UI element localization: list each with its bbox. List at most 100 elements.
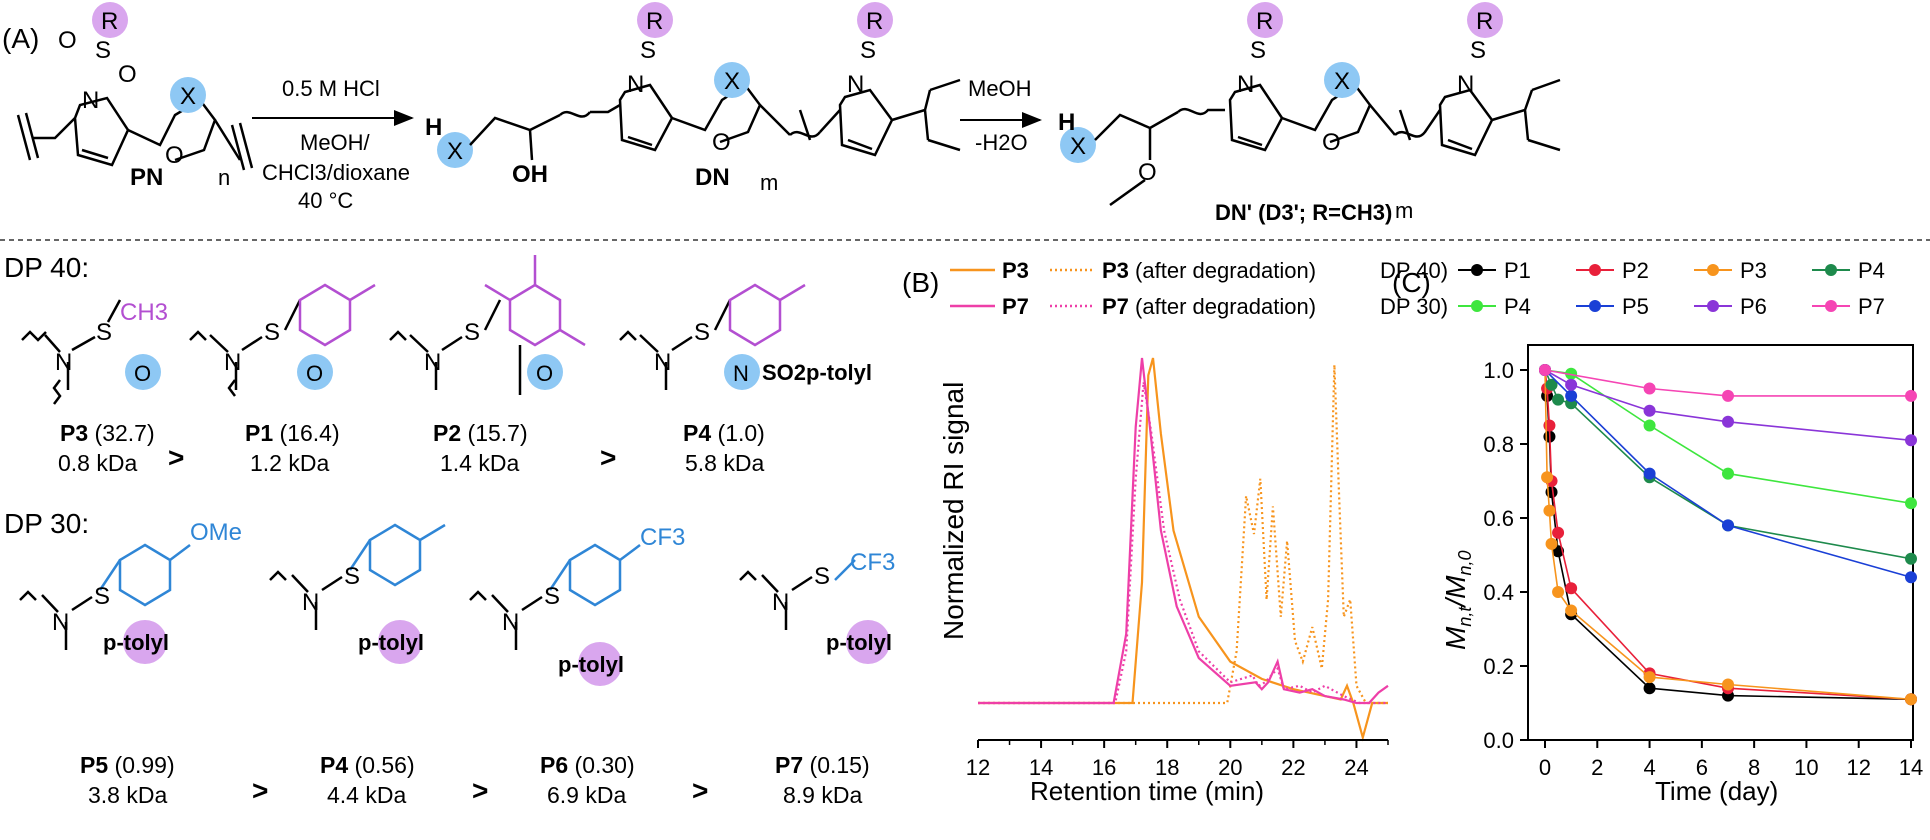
x-tick-label: 12 — [966, 755, 990, 780]
x-tick-label: 14 — [1029, 755, 1053, 780]
p7-s: S — [814, 563, 830, 590]
legend-item-p4: P4 — [1858, 258, 1885, 283]
chart-c-ticks: 0 2 4 6 8 10 12 14 0.0 0.2 0.4 0.6 0.8 1.0 — [1483, 358, 1923, 780]
data-point-p4 — [1565, 367, 1578, 380]
p7-ring — [846, 620, 890, 664]
dn-n-2: N — [847, 71, 864, 98]
series-line-p7-after-degradation- — [978, 381, 1388, 705]
dn-r-ring-1 — [637, 2, 673, 38]
x-tick-label: 12 — [1846, 755, 1870, 780]
dn-oh: OH — [512, 161, 548, 188]
p4b-s: S — [344, 563, 360, 590]
p3-id: P3 (32.7) — [60, 420, 155, 446]
p5-mass: 3.8 kDa — [88, 782, 168, 808]
dnp-structure — [1094, 78, 1561, 207]
dnp-subscript: m — [1395, 198, 1413, 223]
dp30-sep-1: > — [252, 775, 269, 806]
p4-n-ring — [724, 354, 760, 390]
sulfonyl-s: S — [95, 37, 111, 64]
dn-label: DN — [695, 164, 730, 191]
data-point-p3 — [1552, 586, 1565, 598]
data-point-p3 — [1722, 678, 1734, 691]
y-tick-label: 0.0 — [1483, 728, 1514, 753]
data-point-p7 — [1722, 389, 1734, 402]
chart-c-xlabel: Time (day) — [1655, 776, 1778, 806]
dnp-r-ring-2 — [1467, 2, 1503, 38]
legend-swatch-marker — [1589, 300, 1601, 312]
x-tick-label: 8 — [1748, 755, 1760, 780]
p7-n: N — [772, 589, 789, 616]
dn-s-2: S — [860, 37, 876, 64]
data-point-p4 — [1905, 552, 1917, 565]
series-line-p3 — [978, 357, 1388, 742]
dp40-sep-1: > — [168, 442, 185, 473]
legend-group-label: DP 40) — [1380, 258, 1448, 283]
p5-ome: OMe — [190, 519, 242, 546]
legend-swatch-marker — [1825, 264, 1837, 276]
p6-s: S — [544, 583, 560, 610]
x-tick-label: 2 — [1591, 755, 1603, 780]
panel-a-scheme: (A) R S O O N X O PN n 0.5 M HCl MeOH/ C… — [0, 2, 1930, 241]
data-point-p3 — [1545, 537, 1558, 550]
p4-s: S — [694, 319, 710, 346]
x-tick-label: 0 — [1539, 755, 1551, 780]
data-point-p3 — [1543, 504, 1556, 517]
chart-c-legend: DP 40) P1 P2 P3 P4 DP 30) P4 P5 P6 P7 — [1380, 258, 1885, 319]
p3-mass: 0.8 kDa — [58, 450, 138, 476]
chart-c-ylabel: Mn,t/Mn,0 — [1440, 551, 1475, 650]
p7-tolyl: p-tolyl — [826, 630, 892, 655]
legend-swatch-marker — [1707, 264, 1719, 276]
p4-so2-tolyl: SO2p-tolyl — [762, 360, 872, 385]
legend-swatch-marker — [1471, 300, 1483, 312]
r-group-ring — [92, 2, 128, 38]
data-point-p4 — [1643, 419, 1656, 432]
x-tick-label: 22 — [1281, 755, 1305, 780]
p7-cf3: CF3 — [850, 549, 895, 576]
dn-r-2: R — [866, 8, 883, 35]
dnp-s-2: S — [1470, 37, 1486, 64]
legend-item-p2: P2 — [1622, 258, 1649, 283]
data-point-p3 — [1565, 604, 1578, 617]
p5-n: N — [52, 609, 69, 636]
legend-item-p4: P4 — [1504, 294, 1531, 319]
panel-a-label: (A) — [2, 23, 39, 54]
x-tick-label: 24 — [1344, 755, 1368, 780]
dn-o-2: O — [712, 129, 731, 156]
p2-s: S — [464, 319, 480, 346]
legend-swatch-marker — [1589, 264, 1601, 276]
arrow2-bottom: -H2O — [975, 130, 1028, 155]
dn-s-1: S — [640, 37, 656, 64]
data-point-p5 — [1905, 571, 1917, 584]
dnp-n-2: N — [1457, 71, 1474, 98]
chart-b-plot — [978, 357, 1389, 742]
p5-id: P5 (0.99) — [80, 752, 175, 778]
p6-tolyl: p-tolyl — [558, 652, 624, 677]
p5-s: S — [94, 583, 110, 610]
data-point-p4 — [1722, 467, 1734, 480]
p4b-mass: 4.4 kDa — [327, 782, 407, 808]
p4b-ring — [378, 620, 422, 664]
x-tick-label: 10 — [1794, 755, 1818, 780]
sulfonyl-o1: O — [58, 27, 77, 54]
r-label: R — [101, 8, 118, 35]
panel-c-label: (C) — [1392, 267, 1431, 298]
y-tick-label: 1.0 — [1483, 358, 1514, 383]
p6-cf3: CF3 — [640, 524, 685, 551]
p1-n: N — [224, 349, 241, 376]
chart-c-frame — [1527, 344, 1914, 741]
p1-s: S — [264, 319, 280, 346]
dnp-label: DN' (D3'; R=CH3) — [1215, 200, 1392, 225]
p4-id: P4 (1.0) — [683, 420, 765, 446]
series-line-p3-after-degradation- — [978, 364, 1388, 705]
data-point-p1 — [1643, 682, 1656, 695]
p3-s: S — [96, 319, 112, 346]
data-point-p5 — [1565, 389, 1578, 402]
p2-o: O — [536, 361, 553, 386]
data-point-p2 — [1565, 582, 1578, 595]
p2-id: P2 (15.7) — [433, 420, 528, 446]
chart-c-plot — [1539, 364, 1917, 706]
p1-o: O — [306, 361, 323, 386]
p7-id: P7 (0.15) — [775, 752, 870, 778]
chart-b-ylabel: Normalized RI signal — [938, 382, 969, 640]
x-tick-label: 14 — [1899, 755, 1923, 780]
